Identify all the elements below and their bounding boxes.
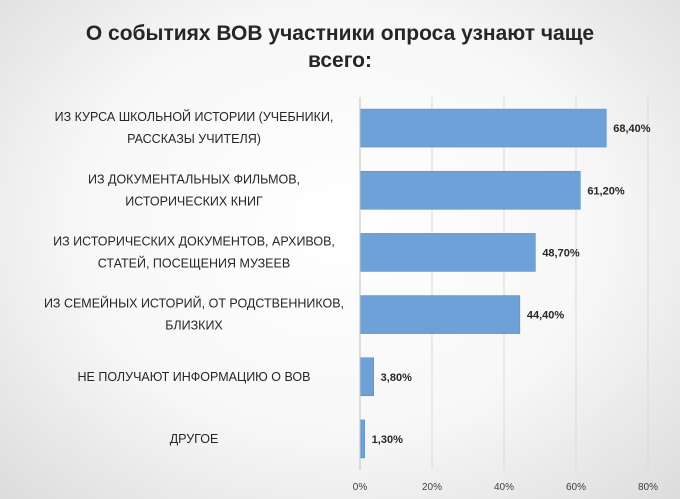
bar <box>359 419 365 459</box>
chart-title: О событиях ВОВ участники опроса узнают ч… <box>85 22 595 72</box>
category-label: ИСТОРИЧЕСКИХ КНИГ <box>125 194 263 208</box>
x-tick-label: 20% <box>422 482 442 493</box>
category-label: ДРУГОЕ <box>170 432 219 446</box>
category-label: БЛИЗКИХ <box>165 319 223 333</box>
category-label: ИЗ КУРСА ШКОЛЬНОЙ ИСТОРИИ (УЧЕБНИКИ, <box>55 109 334 124</box>
x-tick-label: 40% <box>494 482 514 493</box>
category-label: ИЗ ИСТОРИЧЕСКИХ ДОКУМЕНТОВ, АРХИВОВ, <box>53 234 335 248</box>
x-tick-label: 80% <box>638 482 658 493</box>
data-label: 68,40% <box>613 123 651 135</box>
bar <box>359 357 374 397</box>
bar <box>359 108 607 148</box>
data-label: 44,40% <box>527 310 565 322</box>
data-label: 48,70% <box>542 247 580 259</box>
category-label: ИЗ ДОКУМЕНТАЛЬНЫХ ФИЛЬМОВ, <box>88 172 300 186</box>
data-label: 1,30% <box>372 434 403 446</box>
bar <box>359 295 521 334</box>
category-label: ИЗ СЕМЕЙНЫХ ИСТОРИЙ, ОТ РОДСТВЕННИКОВ, <box>44 296 344 311</box>
data-label: 61,20% <box>587 185 625 197</box>
category-label: РАССКАЗЫ УЧИТЕЛЯ) <box>127 132 261 146</box>
bar <box>359 170 581 210</box>
x-tick-label: 60% <box>566 482 586 493</box>
data-label: 3,80% <box>381 372 412 384</box>
category-label: СТАТЕЙ, ПОСЕЩЕНИЯ МУЗЕЕВ <box>98 255 290 270</box>
bar <box>359 233 536 272</box>
category-label: НЕ ПОЛУЧАЮТ ИНФОРМАЦИЮ О ВОВ <box>78 370 311 384</box>
x-tick-label: 0% <box>353 482 368 493</box>
